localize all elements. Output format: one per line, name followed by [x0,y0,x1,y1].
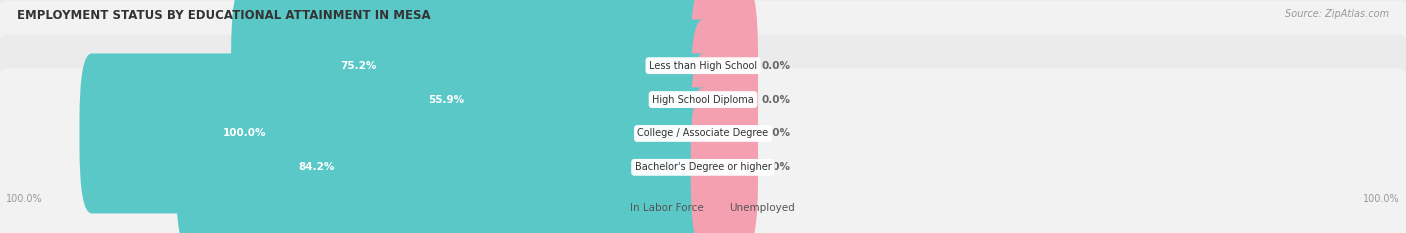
FancyBboxPatch shape [0,1,1406,199]
Text: 75.2%: 75.2% [340,61,377,71]
Text: 0.0%: 0.0% [761,162,790,172]
FancyBboxPatch shape [690,0,758,146]
Text: Less than High School: Less than High School [650,61,756,71]
Text: EMPLOYMENT STATUS BY EDUCATIONAL ATTAINMENT IN MESA: EMPLOYMENT STATUS BY EDUCATIONAL ATTAINM… [17,9,430,22]
FancyBboxPatch shape [231,0,716,146]
FancyBboxPatch shape [0,0,1406,165]
Text: Bachelor's Degree or higher: Bachelor's Degree or higher [634,162,772,172]
Text: High School Diploma: High School Diploma [652,95,754,105]
Text: 100.0%: 100.0% [6,194,42,204]
FancyBboxPatch shape [80,53,716,213]
Text: Source: ZipAtlas.com: Source: ZipAtlas.com [1285,9,1389,19]
Text: 84.2%: 84.2% [298,162,335,172]
FancyBboxPatch shape [690,53,758,213]
Text: 0.0%: 0.0% [761,128,790,138]
FancyBboxPatch shape [0,68,1406,233]
FancyBboxPatch shape [690,20,758,180]
FancyBboxPatch shape [349,20,716,180]
FancyBboxPatch shape [690,87,758,233]
FancyBboxPatch shape [176,87,716,233]
Text: 0.0%: 0.0% [761,61,790,71]
Text: 100.0%: 100.0% [222,128,266,138]
Text: 0.0%: 0.0% [761,95,790,105]
FancyBboxPatch shape [0,34,1406,232]
Text: College / Associate Degree: College / Associate Degree [637,128,769,138]
Text: 55.9%: 55.9% [429,95,465,105]
Text: 100.0%: 100.0% [1364,194,1400,204]
Legend: In Labor Force, Unemployed: In Labor Force, Unemployed [610,203,796,213]
